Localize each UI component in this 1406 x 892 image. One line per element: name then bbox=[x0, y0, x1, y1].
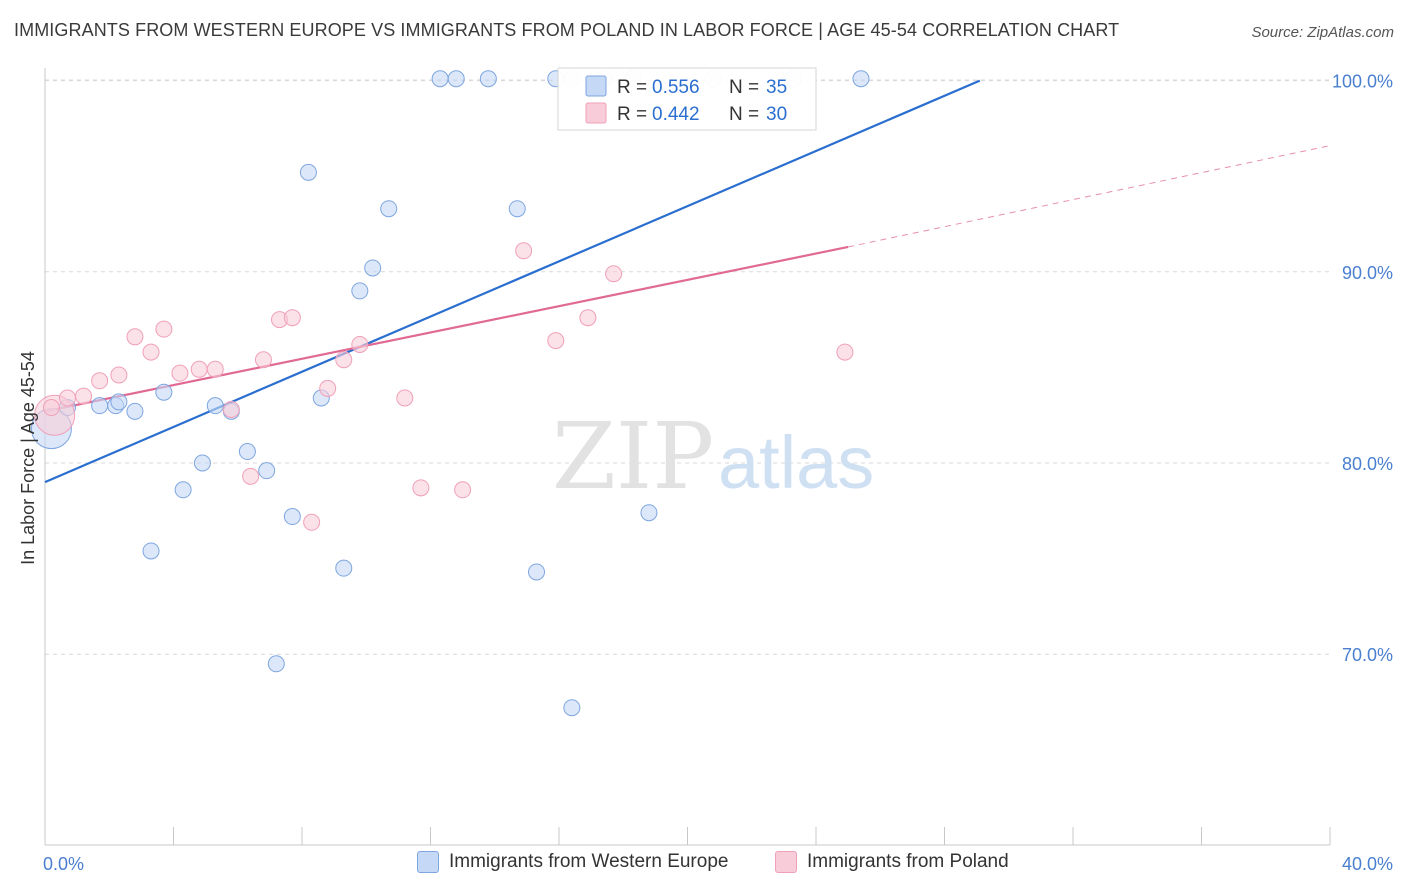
point-western-europe bbox=[126, 402, 144, 420]
y-tick-label: 80.0% bbox=[1342, 454, 1393, 474]
legend-bottom: Immigrants from Western Europe Immigrant… bbox=[0, 851, 1406, 879]
legend-swatch-poland bbox=[775, 851, 797, 873]
point-western-europe bbox=[852, 70, 870, 88]
legend-item-poland: Immigrants from Poland bbox=[775, 851, 1009, 873]
point-poland bbox=[155, 320, 173, 338]
point-poland bbox=[190, 360, 208, 378]
legend-r-value: 0.556 bbox=[652, 77, 700, 98]
point-western-europe bbox=[479, 70, 497, 88]
trend-extension-poland bbox=[848, 145, 1331, 248]
point-poland bbox=[42, 399, 60, 417]
legend-r-value: 0.442 bbox=[652, 104, 700, 125]
point-western-europe bbox=[193, 454, 211, 472]
point-western-europe bbox=[299, 163, 317, 181]
data-points bbox=[30, 70, 870, 717]
point-western-europe bbox=[380, 200, 398, 218]
point-western-europe bbox=[640, 504, 658, 522]
point-western-europe bbox=[155, 383, 173, 401]
axes bbox=[44, 68, 1331, 846]
legend-stats: R = 0.556 N = 35 R = 0.442 N = 30 bbox=[557, 67, 817, 131]
gridlines bbox=[45, 79, 1330, 655]
point-western-europe bbox=[142, 542, 160, 560]
point-western-europe bbox=[335, 559, 353, 577]
point-western-europe bbox=[206, 397, 224, 415]
point-poland bbox=[335, 351, 353, 369]
point-poland bbox=[303, 513, 321, 531]
point-poland bbox=[515, 242, 533, 260]
point-western-europe bbox=[364, 259, 382, 277]
y-tick-label: 70.0% bbox=[1342, 645, 1393, 665]
chart-title: IMMIGRANTS FROM WESTERN EUROPE VS IMMIGR… bbox=[14, 20, 1120, 40]
point-poland bbox=[75, 387, 93, 405]
point-poland bbox=[547, 332, 565, 350]
point-poland bbox=[171, 364, 189, 382]
point-western-europe bbox=[508, 200, 526, 218]
legend-swatch-western-europe bbox=[417, 851, 439, 873]
point-poland bbox=[206, 360, 224, 378]
point-poland bbox=[579, 309, 597, 327]
y-tick-label: 90.0% bbox=[1342, 263, 1393, 283]
legend-stat-swatch bbox=[585, 102, 607, 124]
y-axis-label: In Labor Force | Age 45-54 bbox=[18, 351, 38, 565]
watermark-zip: ZIP bbox=[552, 403, 714, 510]
legend-n-label: N = bbox=[729, 77, 759, 98]
point-poland bbox=[454, 481, 472, 499]
point-poland bbox=[319, 379, 337, 397]
point-poland bbox=[605, 265, 623, 283]
point-poland bbox=[351, 335, 369, 353]
point-poland bbox=[222, 400, 240, 418]
point-poland bbox=[283, 309, 301, 327]
point-poland bbox=[58, 389, 76, 407]
point-western-europe bbox=[351, 282, 369, 300]
point-western-europe bbox=[563, 699, 581, 717]
point-western-europe bbox=[258, 462, 276, 480]
point-western-europe bbox=[91, 397, 109, 415]
point-poland bbox=[142, 343, 160, 361]
trend-lines bbox=[44, 79, 1331, 484]
trend-line-poland bbox=[44, 245, 849, 413]
legend-item-western-europe: Immigrants from Western Europe bbox=[417, 851, 728, 873]
point-western-europe bbox=[431, 70, 449, 88]
point-western-europe bbox=[238, 443, 256, 461]
legend-label-poland: Immigrants from Poland bbox=[807, 851, 1009, 872]
x-tick-label: 40.0% bbox=[1342, 854, 1393, 874]
watermark: ZIP atlas bbox=[552, 403, 874, 510]
legend-n-value: 30 bbox=[766, 104, 787, 125]
point-poland bbox=[396, 389, 414, 407]
trend-line-western-europe bbox=[44, 79, 981, 484]
point-western-europe bbox=[110, 393, 128, 411]
legend-stat-swatch bbox=[585, 75, 607, 97]
point-poland bbox=[412, 479, 430, 497]
point-western-europe bbox=[528, 563, 546, 581]
legend-n-value: 35 bbox=[766, 77, 787, 98]
source-label: Source: ZipAtlas.com bbox=[1251, 24, 1394, 41]
point-poland bbox=[242, 467, 260, 485]
y-tick-label: 100.0% bbox=[1332, 72, 1393, 92]
y-tick-labels: 70.0% 80.0% 90.0% 100.0% bbox=[1332, 72, 1393, 666]
legend-r-label: R = bbox=[617, 77, 647, 98]
point-poland bbox=[110, 366, 128, 384]
watermark-atlas: atlas bbox=[718, 421, 874, 504]
x-tick-labels: 0.0% 40.0% bbox=[43, 854, 1393, 874]
point-western-europe bbox=[447, 70, 465, 88]
x-tick-label: 0.0% bbox=[43, 854, 84, 874]
point-western-europe bbox=[283, 508, 301, 526]
legend-r-label: R = bbox=[617, 104, 647, 125]
point-poland bbox=[91, 372, 109, 390]
legend-label-western-europe: Immigrants from Western Europe bbox=[449, 851, 729, 872]
point-poland bbox=[836, 343, 854, 361]
legend-n-label: N = bbox=[729, 104, 759, 125]
point-poland bbox=[126, 328, 144, 346]
point-western-europe bbox=[174, 481, 192, 499]
point-poland bbox=[254, 351, 272, 369]
point-western-europe bbox=[267, 655, 285, 673]
